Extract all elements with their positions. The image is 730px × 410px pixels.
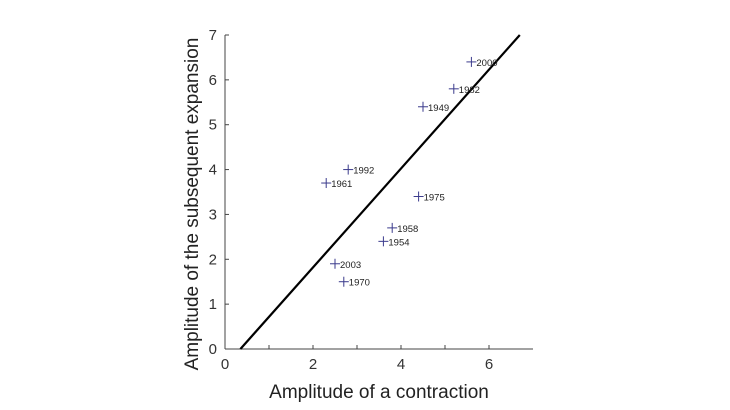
x-tick-label: 0 (221, 356, 229, 373)
y-axis-title: Amplitude of the subsequent expansion (182, 38, 203, 371)
data-point: 1975 (413, 191, 445, 203)
x-tick-label: 2 (309, 356, 317, 373)
point-label: 1992 (353, 166, 374, 177)
point-label: 1982 (459, 85, 480, 96)
point-label: 2003 (340, 260, 361, 271)
data-point: 1949 (418, 101, 449, 114)
data-point: 1954 (378, 236, 410, 248)
y-tick-label: 1 (209, 296, 217, 313)
axes: 0 2 4 6 0 1 2 3 4 5 6 7 (209, 27, 533, 373)
point-label: 1961 (331, 179, 352, 190)
point-label: 1949 (428, 103, 449, 114)
data-point: 1961 (321, 178, 352, 190)
data-point: 2003 (330, 258, 361, 271)
fit-line-group (239, 34, 521, 350)
point-label: 2000 (476, 58, 497, 69)
point-label: 1958 (397, 224, 418, 235)
point-label: 1975 (424, 192, 445, 203)
y-tick-label: 3 (209, 206, 217, 223)
data-point: 2000 (466, 56, 498, 69)
point-label: 1970 (349, 278, 370, 289)
y-tick-label: 6 (209, 72, 217, 89)
x-axis-title: Amplitude of a contraction (269, 382, 489, 403)
y-tick-label: 0 (209, 341, 217, 358)
y-tick-label: 2 (209, 251, 217, 268)
data-point: 1982 (448, 83, 480, 96)
point-label: 1954 (388, 237, 409, 248)
x-tick-label: 6 (485, 356, 493, 373)
y-tick-label: 7 (209, 27, 217, 44)
data-point: 1958 (387, 222, 418, 235)
fit-line (239, 34, 521, 350)
data-point: 1992 (343, 164, 374, 177)
x-tick-label: 4 (397, 356, 405, 373)
y-tick-label: 5 (209, 117, 217, 134)
y-tick-label: 4 (209, 162, 217, 179)
data-point: 1970 (338, 276, 370, 289)
